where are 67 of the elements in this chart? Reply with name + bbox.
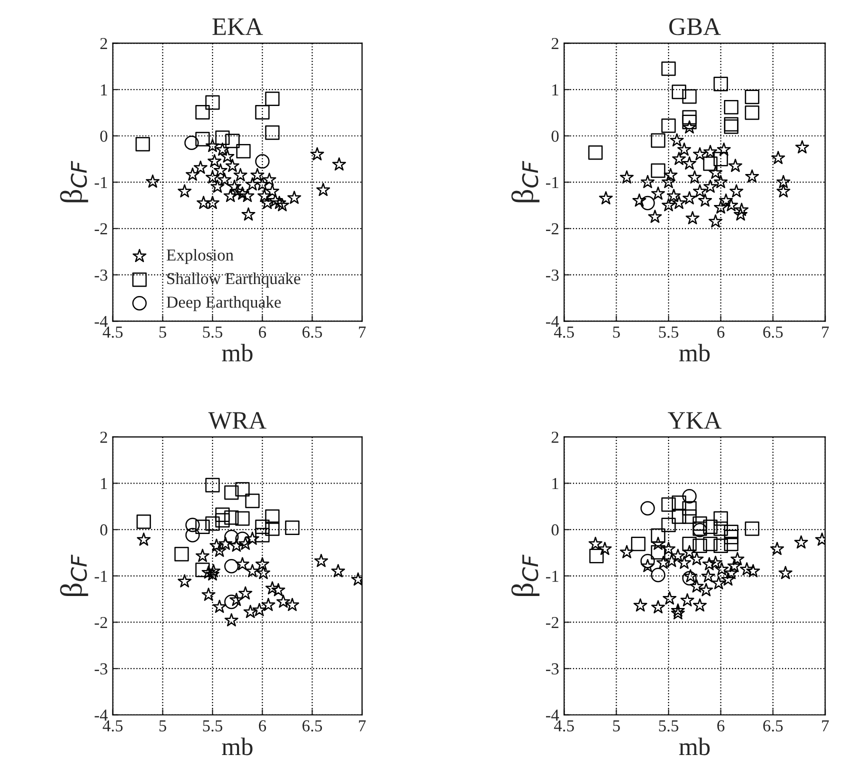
- legend-label: Explosion: [166, 248, 234, 264]
- y-tick-label: 1: [101, 478, 107, 490]
- y-tick-label: -1: [94, 570, 107, 582]
- x-tick-label: 5.5: [659, 326, 678, 338]
- y-tick-label: 0: [100, 524, 108, 536]
- y-axis-title: β$_{CF}$: [511, 554, 540, 596]
- x-tick-label: 7: [822, 720, 829, 732]
- x-tick-label: 5.5: [203, 326, 222, 338]
- y-tick-label: -2: [546, 223, 558, 234]
- x-tick-label: 4.5: [102, 720, 123, 732]
- y-axis-title: β$_{CF}$: [60, 160, 88, 202]
- y-tick-label: -3: [546, 270, 559, 281]
- x-tick-label: 7: [822, 326, 829, 338]
- y-tick-label: 0: [552, 130, 559, 142]
- y-tick-label: 2: [100, 38, 108, 50]
- y-tick-label: -4: [94, 316, 108, 327]
- x-tick-label: 6: [717, 326, 724, 338]
- x-tick-label: 6: [717, 720, 724, 732]
- x-tick-label: 4.5: [554, 326, 574, 338]
- x-tick-label: 5: [159, 326, 166, 338]
- legend-label: Deep Earthquake: [166, 296, 281, 312]
- x-tick-label: 5.5: [203, 720, 222, 732]
- y-tick-label: 0: [100, 130, 108, 142]
- y-tick-label: 2: [552, 432, 558, 443]
- y-tick-label: -4: [546, 316, 560, 327]
- y-tick-label: -4: [546, 710, 560, 721]
- y-tick-label: 0: [552, 524, 559, 536]
- y-tick-label: 2: [552, 38, 558, 50]
- y-axis-title: β$_{CF}$: [60, 554, 88, 596]
- y-tick-label: 1: [552, 84, 558, 96]
- x-tick-label: 5.5: [659, 720, 678, 732]
- y-tick-label: 1: [101, 84, 107, 96]
- y-tick-label: -3: [94, 663, 108, 674]
- y-tick-label: -1: [94, 176, 107, 188]
- x-tick-label: 6: [258, 720, 266, 732]
- y-axis-title: β$_{CF}$: [511, 160, 540, 202]
- y-tick-label: -3: [546, 663, 559, 674]
- y-tick-label: -1: [546, 176, 558, 188]
- x-tick-label: 6: [258, 326, 266, 338]
- x-tick-label: 4.5: [102, 326, 123, 338]
- legend-label: Shallow Earthquake: [167, 272, 300, 288]
- y-tick-label: -2: [546, 616, 558, 628]
- x-axis-title: mb: [679, 738, 710, 756]
- y-tick-label: 2: [100, 432, 108, 443]
- chart-title: WRA: [208, 412, 266, 429]
- x-tick-label: 5: [613, 326, 620, 338]
- x-axis-title: mb: [679, 344, 710, 362]
- x-tick-label: 6.5: [763, 326, 783, 338]
- chart-title: YKA: [668, 412, 722, 429]
- chart-title: GBA: [669, 18, 721, 36]
- x-tick-label: 7: [358, 720, 366, 732]
- x-tick-label: 6.5: [302, 720, 322, 732]
- chart-title: EKA: [212, 18, 263, 35]
- x-axis-title: mb: [222, 344, 252, 362]
- x-tick-label: 6.5: [763, 720, 783, 732]
- x-tick-label: 6.5: [302, 326, 322, 338]
- y-tick-label: -4: [94, 710, 108, 721]
- y-tick-label: 1: [552, 478, 558, 490]
- y-tick-label: -1: [546, 570, 558, 582]
- x-tick-label: 5: [613, 720, 620, 732]
- x-tick-label: 7: [358, 326, 366, 338]
- y-tick-label: -2: [94, 223, 108, 234]
- x-tick-label: 5: [159, 720, 166, 732]
- x-axis-title: mb: [222, 738, 252, 756]
- y-tick-label: -3: [94, 270, 108, 281]
- x-tick-label: 4.5: [554, 720, 574, 732]
- y-tick-label: -2: [94, 616, 108, 628]
